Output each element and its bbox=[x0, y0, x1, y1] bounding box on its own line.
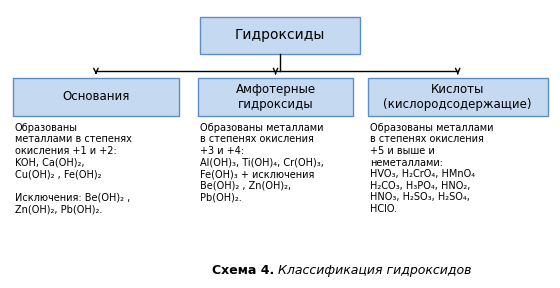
Text: Гидроксиды: Гидроксиды bbox=[235, 28, 325, 42]
FancyBboxPatch shape bbox=[13, 78, 179, 116]
FancyBboxPatch shape bbox=[199, 17, 361, 54]
Text: Схема 4.: Схема 4. bbox=[212, 264, 274, 277]
Text: Образованы металлами
в степенях окисления
+3 и +4:
Al(OH)₃, Ti(OH)₄, Cr(OH)₃,
Fe: Образованы металлами в степенях окислени… bbox=[200, 123, 324, 202]
FancyBboxPatch shape bbox=[367, 78, 548, 116]
FancyBboxPatch shape bbox=[198, 78, 353, 116]
Text: Образованы металлами
в степенях окисления
+5 и выше и
неметаллами:
HVO₃, H₂CrO₄,: Образованы металлами в степенях окислени… bbox=[370, 123, 493, 214]
Text: Образованы
металлами в степенях
окисления +1 и +2:
KOH, Ca(OH)₂,
Cu(OH)₂ , Fe(OH: Образованы металлами в степенях окислени… bbox=[15, 123, 132, 214]
Text: Амфотерные
гидроксиды: Амфотерные гидроксиды bbox=[236, 83, 316, 111]
Text: Кислоты
(кислородсодержащие): Кислоты (кислородсодержащие) bbox=[384, 83, 532, 111]
Text: Классификация гидроксидов: Классификация гидроксидов bbox=[274, 264, 472, 277]
Text: Основания: Основания bbox=[62, 90, 129, 103]
